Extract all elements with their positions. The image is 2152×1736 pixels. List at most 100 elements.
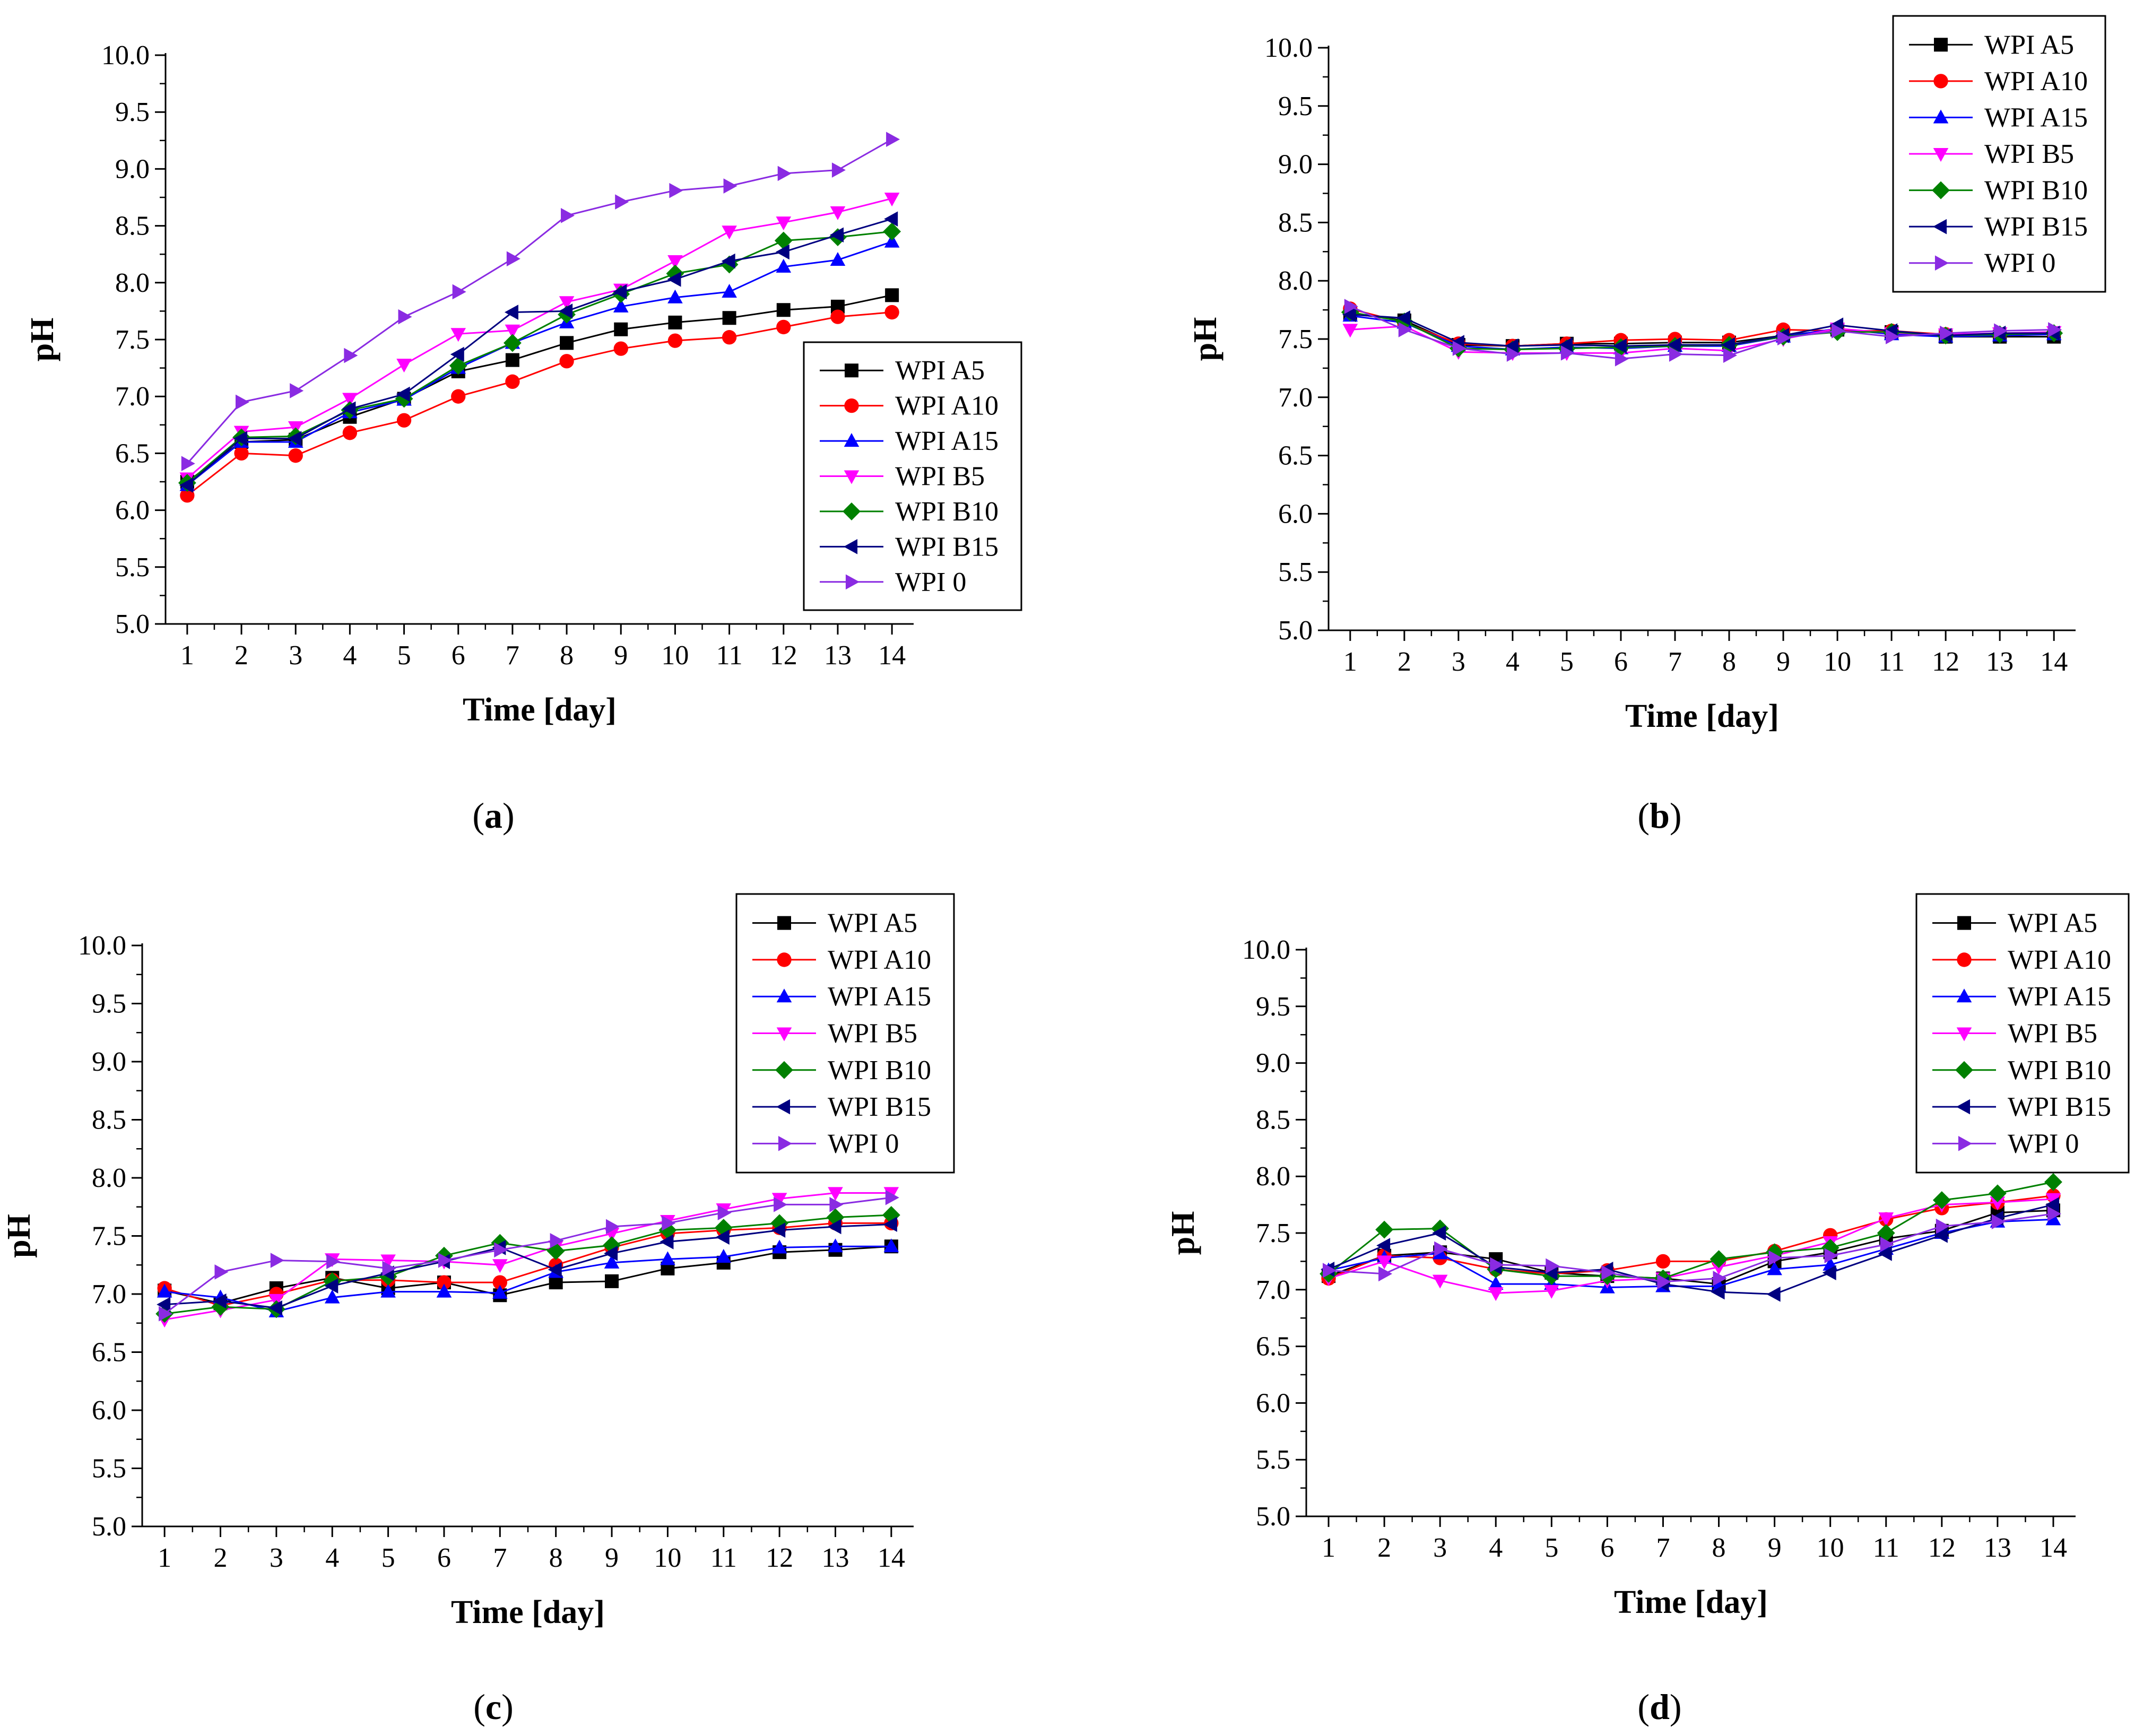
caption-paren-open: ( — [473, 1687, 485, 1727]
x-tick-label: 10 — [1817, 1533, 1844, 1563]
y-tick-label: 7.0 — [115, 381, 150, 412]
data-point — [884, 305, 899, 320]
data-point — [883, 222, 901, 241]
data-point — [613, 298, 629, 313]
data-point — [827, 1219, 841, 1235]
legend-marker — [775, 1061, 793, 1079]
series-wpi-a10 — [157, 1216, 899, 1313]
legend-marker — [776, 988, 792, 1003]
data-point — [437, 1275, 452, 1290]
data-point — [721, 253, 735, 269]
x-tick-label: 6 — [1600, 1533, 1614, 1563]
legend-marker — [778, 1136, 792, 1151]
caption-letter: a — [484, 795, 502, 836]
data-point — [1490, 1257, 1504, 1273]
legend-label: WPI A15 — [2008, 982, 2111, 1012]
legend-label: WPI B5 — [895, 462, 985, 492]
data-point — [660, 1251, 675, 1265]
x-tick-label: 4 — [1489, 1533, 1503, 1563]
caption-letter: c — [485, 1687, 501, 1727]
legend-label: WPI B15 — [2008, 1092, 2111, 1122]
x-tick-label: 7 — [1656, 1533, 1670, 1563]
legend-label: WPI A10 — [2008, 945, 2111, 975]
x-tick-label: 12 — [1928, 1533, 1956, 1563]
data-point — [344, 348, 358, 363]
data-point — [669, 183, 683, 198]
legend-label: WPI A10 — [1984, 66, 2088, 97]
series-line — [186, 138, 892, 464]
data-point — [1878, 1212, 1894, 1227]
legend-label: WPI B5 — [1984, 139, 2074, 169]
data-point — [1832, 323, 1846, 338]
y-tick-label: 7.0 — [92, 1279, 126, 1309]
legend-marker — [1955, 1061, 1973, 1079]
legend-label: WPI A10 — [895, 391, 999, 421]
data-point — [777, 166, 792, 181]
data-point — [1322, 1263, 1337, 1278]
legend-marker — [1934, 38, 1948, 52]
x-tick-label: 13 — [821, 1543, 849, 1573]
legend-marker — [843, 502, 861, 520]
x-tick-label: 6 — [437, 1543, 451, 1573]
data-point — [380, 1254, 396, 1269]
panel-caption: (d) — [1637, 1687, 1681, 1727]
x-tick-label: 4 — [325, 1543, 339, 1573]
legend-label: WPI A5 — [1984, 30, 2074, 60]
y-tick-label: 8.5 — [92, 1105, 126, 1135]
x-tick-label: 2 — [1398, 647, 1411, 677]
y-tick-label: 9.5 — [92, 989, 126, 1019]
legend-marker — [1956, 1027, 1972, 1041]
data-point — [342, 393, 358, 407]
data-point — [826, 1208, 845, 1227]
y-tick-label: 10.0 — [78, 931, 126, 961]
legend-label: WPI B15 — [1984, 212, 2088, 242]
data-point — [722, 225, 737, 240]
legend-marker — [1933, 109, 1949, 124]
data-point — [1766, 1287, 1781, 1302]
data-point — [1432, 1225, 1446, 1241]
data-point — [1546, 1258, 1560, 1274]
series-wpi-0 — [1322, 1206, 2061, 1290]
data-point — [505, 374, 520, 389]
x-tick-label: 4 — [1506, 647, 1520, 677]
data-point — [714, 1219, 733, 1237]
data-point — [1994, 323, 2008, 338]
series-wpi-a5 — [180, 288, 899, 489]
x-tick-label: 1 — [1343, 647, 1357, 677]
data-point — [1488, 1287, 1504, 1301]
data-point — [288, 448, 303, 463]
data-point — [268, 1300, 282, 1316]
data-point — [1615, 351, 1629, 367]
series-line — [164, 1222, 891, 1307]
legend-label: WPI B5 — [2008, 1019, 2097, 1049]
y-tick-label: 5.5 — [1278, 557, 1313, 587]
series-wpi-a15 — [157, 1238, 899, 1317]
legend: WPI A5 WPI A10 WPI A15 WPI B5 WPI B10 WPI B15… — [735, 893, 955, 1174]
y-tick-label: 8.5 — [1278, 207, 1313, 238]
data-point — [882, 1206, 900, 1224]
panel-caption: (a) — [472, 795, 514, 836]
x-tick-label: 14 — [2040, 1533, 2067, 1563]
data-point — [451, 389, 466, 404]
x-tick-label: 7 — [493, 1543, 507, 1573]
x-tick-label: 5 — [397, 640, 411, 671]
data-point — [1877, 1224, 1895, 1242]
data-point — [1710, 1250, 1728, 1269]
x-tick-label: 8 — [1712, 1533, 1726, 1563]
series-line — [1328, 1195, 2054, 1279]
legend-label: WPI 0 — [895, 567, 966, 597]
data-point — [1601, 1265, 1616, 1281]
y-axis-title: pH — [1, 1214, 37, 1258]
legend-marker — [1956, 1099, 1971, 1115]
y-tick-label: 9.0 — [115, 154, 150, 184]
x-tick-label: 12 — [1932, 647, 1959, 677]
x-tick-label: 8 — [560, 640, 574, 671]
series-line — [1328, 1218, 2054, 1289]
x-tick-label: 7 — [506, 640, 519, 671]
data-point — [181, 456, 195, 471]
data-point — [1342, 307, 1356, 323]
series-wpi-a5 — [158, 1239, 898, 1310]
x-tick-label: 9 — [1776, 647, 1790, 677]
series-line — [164, 1245, 891, 1313]
series-wpi-b5 — [1321, 1193, 2061, 1301]
